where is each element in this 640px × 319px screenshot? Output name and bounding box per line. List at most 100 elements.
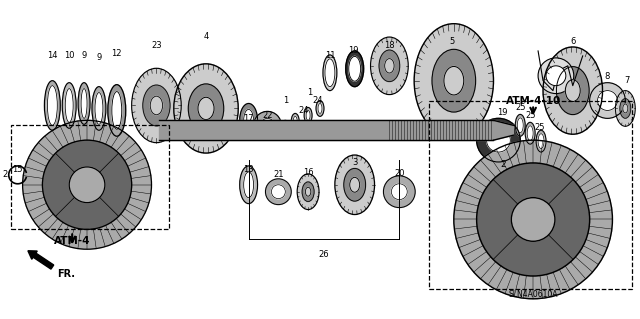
Text: 10: 10 <box>64 51 74 60</box>
Text: 16: 16 <box>303 168 314 177</box>
Text: 23: 23 <box>151 41 162 50</box>
Ellipse shape <box>538 134 544 149</box>
Circle shape <box>538 58 574 93</box>
Ellipse shape <box>335 155 374 214</box>
Text: 1: 1 <box>283 96 288 105</box>
Ellipse shape <box>284 123 287 133</box>
Ellipse shape <box>517 118 524 133</box>
Ellipse shape <box>379 50 400 82</box>
Ellipse shape <box>623 104 628 113</box>
Circle shape <box>477 118 520 162</box>
Text: 21: 21 <box>273 170 284 179</box>
Ellipse shape <box>620 99 631 118</box>
Text: SLN4A0610A: SLN4A0610A <box>508 290 558 299</box>
Ellipse shape <box>525 122 535 144</box>
Ellipse shape <box>536 130 546 152</box>
Ellipse shape <box>244 172 253 198</box>
Circle shape <box>454 140 612 299</box>
Text: 7: 7 <box>625 76 630 85</box>
Ellipse shape <box>293 116 297 126</box>
Circle shape <box>253 111 282 139</box>
Ellipse shape <box>515 115 525 136</box>
Ellipse shape <box>432 49 476 112</box>
Ellipse shape <box>305 187 311 196</box>
Ellipse shape <box>316 100 324 116</box>
Circle shape <box>546 66 566 85</box>
Circle shape <box>266 179 291 204</box>
Ellipse shape <box>44 81 60 130</box>
Text: 12: 12 <box>111 49 122 58</box>
Text: 14: 14 <box>47 51 58 60</box>
Text: 13: 13 <box>243 166 254 174</box>
Text: 24: 24 <box>298 106 308 115</box>
Circle shape <box>392 184 407 200</box>
Text: ATM-4-10: ATM-4-10 <box>506 95 561 106</box>
Ellipse shape <box>92 87 106 130</box>
Text: 4: 4 <box>204 32 209 41</box>
Text: 15: 15 <box>12 166 23 174</box>
Ellipse shape <box>349 177 360 192</box>
Ellipse shape <box>143 85 170 126</box>
Ellipse shape <box>556 67 589 115</box>
Circle shape <box>260 118 275 132</box>
Text: 22: 22 <box>262 111 273 120</box>
Circle shape <box>486 128 510 152</box>
Ellipse shape <box>371 37 408 94</box>
Ellipse shape <box>543 47 602 134</box>
Circle shape <box>511 198 555 241</box>
Ellipse shape <box>240 103 257 137</box>
Text: 18: 18 <box>384 41 395 49</box>
Ellipse shape <box>616 91 636 126</box>
Ellipse shape <box>65 89 73 122</box>
Circle shape <box>69 167 105 203</box>
Ellipse shape <box>306 110 310 120</box>
Circle shape <box>598 91 618 110</box>
Bar <box>11 125 170 229</box>
Ellipse shape <box>414 24 493 138</box>
Text: 26: 26 <box>319 250 329 259</box>
Circle shape <box>477 163 589 276</box>
Ellipse shape <box>282 120 289 136</box>
Text: 2: 2 <box>500 160 506 169</box>
Ellipse shape <box>344 168 365 201</box>
Ellipse shape <box>95 93 103 124</box>
Ellipse shape <box>78 83 90 124</box>
Text: 17: 17 <box>243 114 254 123</box>
Ellipse shape <box>385 59 394 73</box>
Text: 25: 25 <box>515 103 525 112</box>
Text: 5: 5 <box>449 37 454 46</box>
Circle shape <box>383 176 415 208</box>
Ellipse shape <box>291 114 299 129</box>
Ellipse shape <box>47 85 58 125</box>
Text: ATM-4: ATM-4 <box>54 236 90 246</box>
Ellipse shape <box>323 55 337 91</box>
Ellipse shape <box>188 84 224 133</box>
Ellipse shape <box>81 89 87 118</box>
Text: 20: 20 <box>394 169 404 178</box>
Ellipse shape <box>325 59 335 87</box>
Ellipse shape <box>174 64 238 153</box>
Text: 25: 25 <box>535 123 545 132</box>
Ellipse shape <box>349 56 361 81</box>
Circle shape <box>22 120 152 249</box>
Ellipse shape <box>318 103 322 114</box>
Text: 19: 19 <box>497 108 508 117</box>
Bar <box>429 100 632 289</box>
FancyArrow shape <box>28 251 54 269</box>
Text: 9: 9 <box>81 51 86 60</box>
Text: 6: 6 <box>570 37 575 46</box>
Ellipse shape <box>240 166 257 204</box>
Ellipse shape <box>62 83 76 128</box>
Ellipse shape <box>444 66 464 95</box>
Text: 19: 19 <box>348 47 359 56</box>
Ellipse shape <box>346 51 364 87</box>
Text: 9: 9 <box>96 53 102 63</box>
Ellipse shape <box>198 97 214 120</box>
Text: 25: 25 <box>525 111 536 120</box>
Text: 1: 1 <box>307 88 313 97</box>
Ellipse shape <box>244 109 253 131</box>
Text: 3: 3 <box>352 159 357 167</box>
Ellipse shape <box>132 68 181 143</box>
Ellipse shape <box>108 85 125 136</box>
Circle shape <box>589 83 625 118</box>
